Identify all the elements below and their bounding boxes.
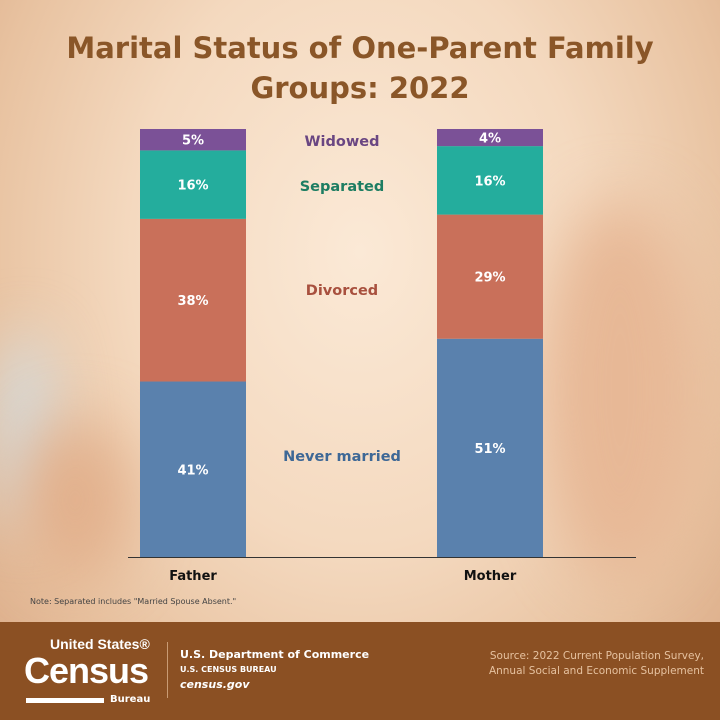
value-label: 41%: [177, 463, 208, 478]
bar-father-separated: [140, 150, 246, 219]
value-label: 16%: [474, 174, 505, 189]
bar-mother-separated: [437, 146, 543, 215]
source-line-1: Source: 2022 Current Population Survey,: [489, 650, 704, 662]
footer-divider: [167, 642, 168, 698]
logo-bureau: Bureau: [110, 694, 151, 705]
source-line-2: Annual Social and Economic Supplement: [488, 665, 704, 677]
bar-mother-divorced: [437, 214, 543, 339]
value-label: 5%: [182, 134, 204, 149]
bar-father-never-married: [140, 381, 246, 557]
footer: United States® Census Bureau U.S. Depart…: [0, 622, 720, 720]
chart-note: Note: Separated includes "Married Spouse…: [30, 597, 237, 606]
value-label: 38%: [177, 294, 208, 309]
value-label: 16%: [177, 179, 208, 194]
logo-us: United States®: [50, 636, 150, 652]
bar-father-widowed: [140, 129, 246, 151]
value-label: 29%: [474, 271, 505, 286]
background-photo-arm: [20, 420, 130, 580]
bar-mother-widowed: [437, 129, 543, 147]
value-label: 51%: [474, 442, 505, 457]
census-logo[interactable]: United States® Census Bureau: [24, 636, 160, 714]
bar-father-divorced: [140, 218, 246, 382]
title-line-1: Marital Status of One-Parent Family: [66, 31, 654, 65]
logo-census: Census: [24, 650, 149, 691]
bureau-name: U.S. CENSUS BUREAU: [180, 665, 277, 674]
series-label-separated: Separated: [300, 179, 385, 195]
stacked-bar-chart: 41% 38% 16% 5% Father 51% 29% 16% 4% Mother Never …: [128, 129, 636, 584]
title-line-2: Groups: 2022: [250, 71, 470, 105]
series-label-never-married: Never married: [283, 449, 401, 465]
background-photo-hands: [540, 200, 700, 580]
bar-mother-never-married: [437, 338, 543, 557]
category-label-mother: Mother: [464, 569, 517, 584]
series-label-widowed: Widowed: [305, 134, 380, 150]
category-label-father: Father: [169, 569, 217, 584]
chart-title: Marital Status of One-Parent Family Grou…: [0, 28, 720, 108]
logo-bar: [26, 698, 104, 703]
value-label: 4%: [479, 132, 501, 147]
department-name: U.S. Department of Commerce: [180, 648, 370, 661]
source-text: Source: 2022 Current Population Survey, …: [489, 649, 704, 679]
series-label-divorced: Divorced: [306, 283, 378, 299]
website-link[interactable]: census.gov: [180, 678, 250, 691]
